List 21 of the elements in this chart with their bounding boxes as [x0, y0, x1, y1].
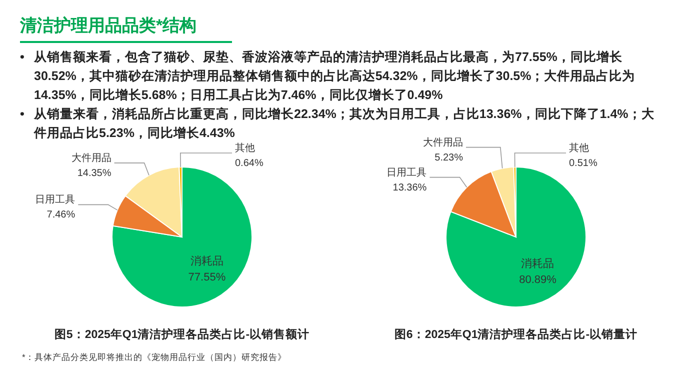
data-label: 14.35%: [77, 168, 112, 179]
data-label: 5.23%: [434, 152, 464, 164]
slice-label: 消耗品: [521, 256, 554, 270]
slice-label: 其他: [235, 142, 255, 154]
text: 清洁护理用品品类*结构: [20, 14, 232, 43]
data-label: 7.46%: [46, 210, 76, 221]
text: 图6：2025年Q1清洁护理各品类占比-以销量计: [394, 327, 638, 341]
slice-label: 大件用品: [71, 152, 112, 164]
slice-label: 日用工具: [35, 194, 76, 206]
data-label: 13.36%: [392, 182, 427, 194]
data-label: 0.51%: [569, 158, 598, 170]
data-label: 77.55%: [188, 271, 226, 284]
slice-label: 大件用品: [423, 136, 463, 148]
data-label: 0.64%: [235, 158, 264, 170]
text: 图5：2025年Q1清洁护理各品类占比-以销售额计: [54, 327, 310, 341]
slice-label: 消耗品: [190, 254, 224, 268]
text: *：具体产品分类见即将推出的《宠物用品行业（国内）研究报告》: [22, 352, 286, 364]
slice-label: 日用工具: [386, 167, 427, 178]
text: • 从销售额来看，包含了猫砂、尿垫、香波浴液等产品的清洁护理消耗品占比最高，为77.55%，同比增长30.52%，其中猫砂在清洁护理用品整体销售额中的占比高达54.32%，同比增长了30.5%；大件用品占比为14.35%，同比增长5.68%；日用工具占比为7.46%，同比仅增长了0.49%: [20, 49, 636, 104]
data-label: 80.89%: [519, 274, 557, 286]
slice-label: 其他: [569, 142, 589, 154]
